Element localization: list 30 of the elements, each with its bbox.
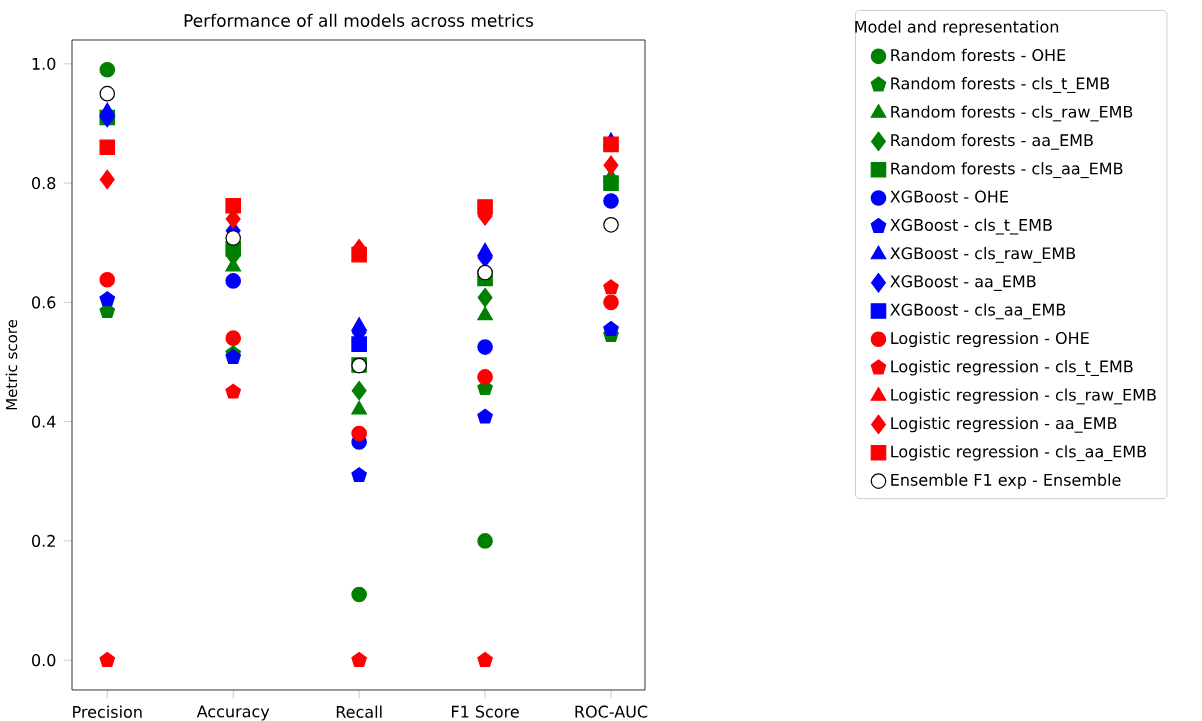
legend-label: Logistic regression - cls_aa_EMB xyxy=(891,445,1146,462)
y-tick-label: 0.4 xyxy=(32,415,56,428)
y-tick-label: 1.0 xyxy=(32,57,56,70)
legend-label: Random forests - aa_EMB xyxy=(891,133,1093,150)
y-tick-label: 0.0 xyxy=(32,654,56,667)
legend-label: XGBoost - cls_raw_EMB xyxy=(890,246,1076,263)
legend-label: Random forests - cls_aa_EMB xyxy=(891,162,1123,179)
legend-label: Random forests - OHE xyxy=(891,48,1066,62)
legend-title: Model and representation xyxy=(855,20,1059,36)
y-tick-label: 0.8 xyxy=(32,177,56,190)
y-axis-title: Metric score xyxy=(5,319,18,410)
x-tick-label: Recall xyxy=(336,705,382,718)
legend-label: Logistic regression - aa_EMB xyxy=(891,416,1117,433)
legend-label: XGBoost - aa_EMB xyxy=(890,275,1036,291)
y-tick-label: 0.2 xyxy=(32,534,55,547)
legend-label: Logistic regression - cls_raw_EMB xyxy=(891,388,1156,405)
legend-label: XGBoost - cls_aa_EMB xyxy=(890,303,1066,320)
y-tick-label: 0.6 xyxy=(32,296,56,309)
x-tick-label: ROC-AUC xyxy=(575,705,648,718)
x-tick-label: Accuracy xyxy=(196,705,270,721)
legend-label: XGBoost - cls_t_EMB xyxy=(890,218,1052,235)
legend-label: Logistic regression - OHE xyxy=(891,331,1089,348)
legend-label: XGBoost - OHE xyxy=(890,190,1008,203)
legend-label: Logistic regression - cls_t_EMB xyxy=(891,360,1133,377)
x-tick-label: F1 Score xyxy=(452,705,519,718)
x-tick-label: Precision xyxy=(73,705,142,718)
legend-label: Ensemble F1 exp - Ensemble xyxy=(891,473,1121,489)
legend-label: Random forests - cls_raw_EMB xyxy=(891,105,1133,122)
chart-title: Performance of all models across metrics xyxy=(184,13,534,27)
legend-label: Random forests - cls_t_EMB xyxy=(891,77,1110,94)
